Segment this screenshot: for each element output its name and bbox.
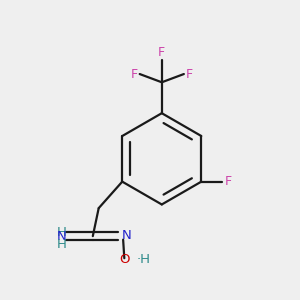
Text: O: O <box>119 253 130 266</box>
Text: F: F <box>185 68 193 80</box>
Text: ·H: ·H <box>137 253 151 266</box>
Text: F: F <box>131 68 138 80</box>
Text: F: F <box>158 46 165 59</box>
Text: N: N <box>57 230 66 243</box>
Text: H: H <box>57 238 67 251</box>
Text: H: H <box>57 226 67 239</box>
Text: F: F <box>225 175 232 188</box>
Text: N: N <box>122 229 131 242</box>
